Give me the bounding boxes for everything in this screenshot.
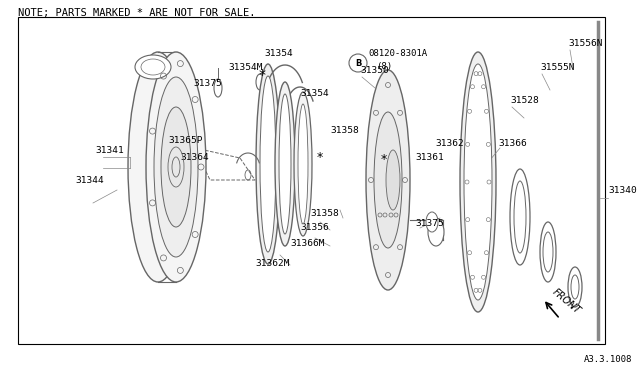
Text: 31354M: 31354M xyxy=(228,63,262,72)
Ellipse shape xyxy=(464,64,492,300)
Text: 31350: 31350 xyxy=(360,66,388,75)
Ellipse shape xyxy=(279,94,291,234)
Text: 31366: 31366 xyxy=(498,139,527,148)
Text: 31364: 31364 xyxy=(180,153,209,162)
Ellipse shape xyxy=(366,70,410,290)
Bar xyxy=(18,17,605,344)
Text: 31362M: 31362M xyxy=(255,259,289,268)
Text: 31366M: 31366M xyxy=(290,239,324,248)
Ellipse shape xyxy=(260,76,276,252)
Text: FRONT: FRONT xyxy=(550,287,582,316)
Text: 31344: 31344 xyxy=(75,176,104,185)
Ellipse shape xyxy=(146,52,206,282)
Text: 31365P: 31365P xyxy=(168,136,202,145)
Ellipse shape xyxy=(428,218,444,246)
Text: 31356: 31356 xyxy=(300,223,329,232)
Ellipse shape xyxy=(275,82,295,246)
Text: *: * xyxy=(317,151,323,164)
Text: *: * xyxy=(259,68,266,82)
Text: 31375: 31375 xyxy=(193,79,221,88)
Text: 31341: 31341 xyxy=(95,146,124,155)
Text: 08120-8301A: 08120-8301A xyxy=(368,49,427,58)
Text: B: B xyxy=(355,58,361,67)
Ellipse shape xyxy=(386,150,400,210)
Ellipse shape xyxy=(374,112,402,248)
Ellipse shape xyxy=(294,92,312,236)
Ellipse shape xyxy=(426,212,438,232)
Ellipse shape xyxy=(460,52,496,312)
Text: 31358: 31358 xyxy=(310,209,339,218)
Text: 31354: 31354 xyxy=(264,49,292,58)
Text: (8): (8) xyxy=(376,62,392,71)
Ellipse shape xyxy=(298,104,308,224)
Text: A3.3.1008: A3.3.1008 xyxy=(584,355,632,364)
Text: *: * xyxy=(381,154,387,167)
Ellipse shape xyxy=(161,107,191,227)
Text: 31354: 31354 xyxy=(300,89,329,98)
Ellipse shape xyxy=(256,64,280,264)
Text: 31361: 31361 xyxy=(415,153,444,162)
Text: 31362: 31362 xyxy=(435,139,464,148)
Ellipse shape xyxy=(128,52,188,282)
Ellipse shape xyxy=(154,77,198,257)
Text: 31528: 31528 xyxy=(510,96,539,105)
Text: NOTE; PARTS MARKED * ARE NOT FOR SALE.: NOTE; PARTS MARKED * ARE NOT FOR SALE. xyxy=(18,8,255,18)
Text: 31340: 31340 xyxy=(608,186,637,195)
Ellipse shape xyxy=(135,55,171,79)
Text: 31556N: 31556N xyxy=(568,39,602,48)
Text: 31375: 31375 xyxy=(415,219,444,228)
Text: 31358: 31358 xyxy=(330,126,359,135)
Text: 31555N: 31555N xyxy=(540,63,575,72)
